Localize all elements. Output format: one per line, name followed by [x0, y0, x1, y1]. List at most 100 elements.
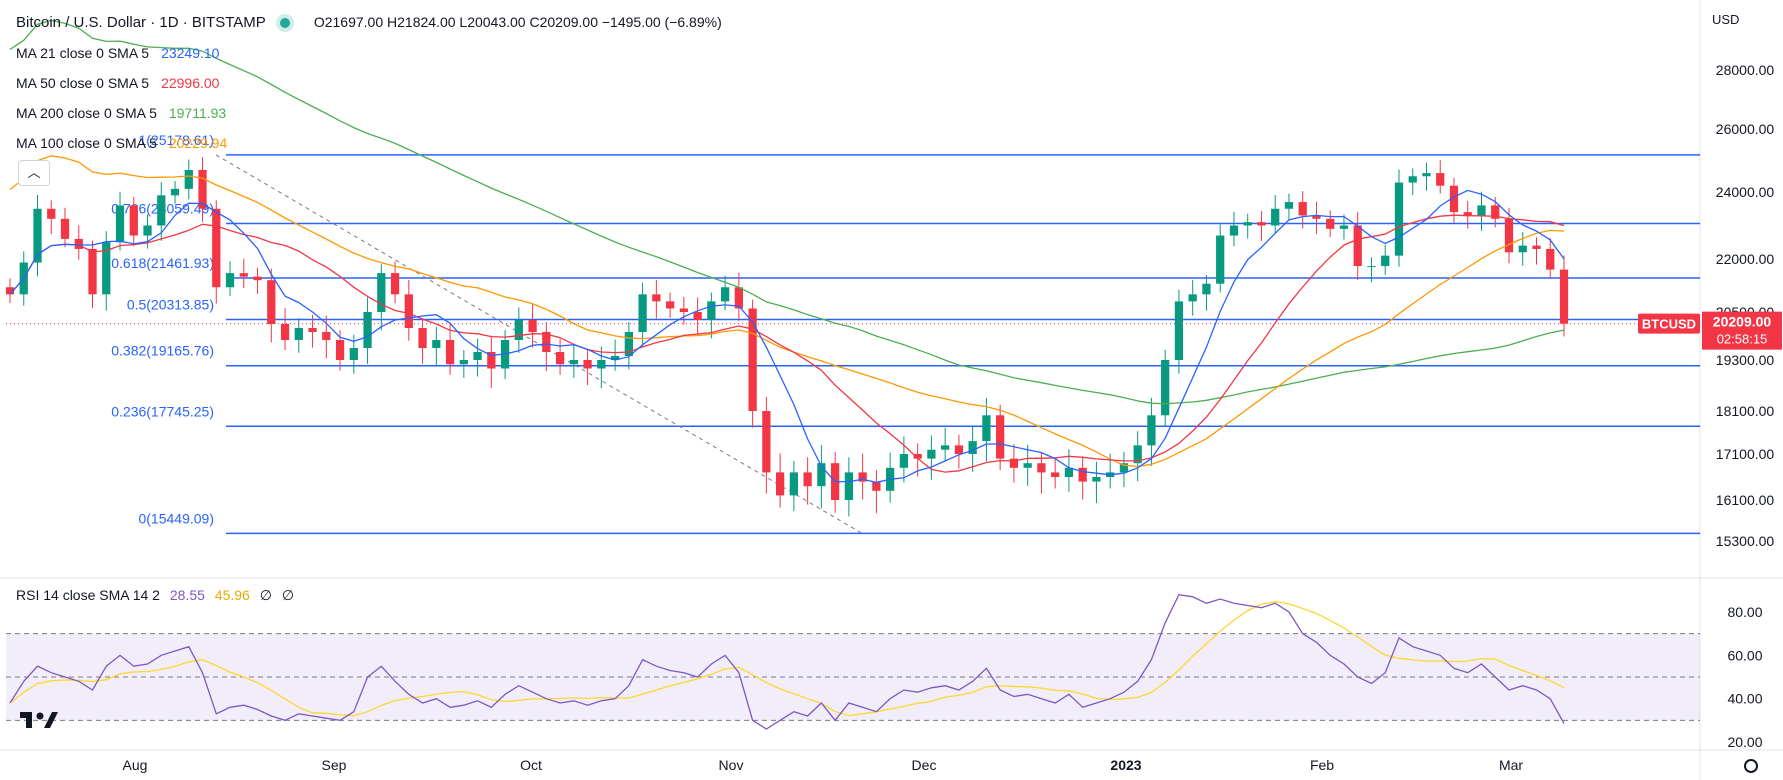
price-badge-countdown: 02:58:15: [1717, 332, 1768, 347]
candle-body: [1326, 218, 1335, 229]
fib-level-label: 0.236(17745.25): [111, 403, 214, 419]
candle-body: [1064, 467, 1074, 477]
candle-body: [1119, 463, 1129, 473]
candle-body: [459, 360, 468, 365]
price-tick-label: 17100.00: [1716, 446, 1775, 462]
candle-body: [335, 340, 345, 360]
candle-body: [1174, 301, 1184, 360]
candle-body: [679, 308, 688, 312]
candle-body: [720, 287, 730, 302]
candle-body: [954, 445, 964, 454]
ma21-legend[interactable]: MA 21 close 0 SMA 5 23249.10: [16, 45, 219, 61]
candle-body: [267, 280, 276, 324]
candle-body: [1284, 202, 1294, 209]
ma100-value: 20229.94: [168, 135, 228, 151]
candle-body: [294, 328, 303, 340]
candle-body: [377, 273, 386, 312]
time-axis-label: 2023: [1110, 757, 1141, 773]
market-open-indicator: [279, 18, 290, 29]
fib-level-label: 0.618(21461.93): [111, 255, 214, 271]
candle-body: [74, 238, 83, 249]
ma100-legend[interactable]: MA 100 close 0 SMA 5 20229.94: [16, 135, 227, 151]
candle-body: [707, 301, 716, 320]
candle-body: [927, 449, 936, 459]
rsi-tick-label: 80.00: [1727, 604, 1762, 620]
candle-body: [803, 472, 812, 487]
candle-body: [473, 352, 482, 360]
candle-body: [1477, 205, 1486, 216]
candle-body: [1367, 266, 1376, 268]
candle-body: [858, 472, 867, 482]
candle-body: [569, 360, 578, 365]
ma21-label: MA 21 close 0 SMA 5: [16, 45, 150, 61]
candle-body: [817, 463, 826, 487]
candle-body: [555, 352, 565, 365]
ma21-line: [9, 189, 1565, 484]
candle-body: [1271, 208, 1280, 226]
candle-body: [1202, 283, 1211, 295]
fib-level-label: 0.382(19165.76): [111, 343, 214, 359]
candle-body: [239, 273, 248, 277]
candle-body: [129, 205, 138, 236]
rsi-legend[interactable]: RSI 14 close SMA 14 2 28.55 45.96 ∅ ∅: [16, 587, 300, 604]
candle-body: [60, 218, 70, 239]
time-axis-label: Oct: [520, 757, 542, 773]
rsi-extra-1: ∅: [259, 587, 272, 603]
time-axis-label: Dec: [912, 757, 937, 773]
rsi-extra-2: ∅: [281, 587, 295, 603]
rsi-line: [9, 593, 1565, 730]
candle-body: [624, 332, 633, 356]
candle-body: [638, 294, 647, 332]
price-badge: [1702, 311, 1782, 350]
rsi-tick-label: 20.00: [1727, 734, 1762, 750]
candle-body: [184, 169, 193, 189]
candle-body: [514, 320, 523, 340]
price-tick-label: 16100.00: [1716, 492, 1775, 508]
time-axis-label: Mar: [1499, 757, 1523, 773]
candle-body: [775, 472, 785, 496]
candle-body: [1394, 182, 1404, 256]
ma200-value: 19711.93: [168, 105, 227, 121]
candle-body: [1422, 173, 1431, 177]
candle-body: [432, 340, 441, 348]
candle-body: [1023, 463, 1032, 468]
candle-body: [1092, 477, 1101, 482]
candle-body: [941, 445, 950, 450]
symbol-badge[interactable]: [1638, 313, 1700, 334]
currency-label[interactable]: USD: [1712, 12, 1740, 27]
candle-body: [404, 294, 413, 328]
candle-body: [899, 454, 909, 468]
candle-body: [872, 481, 881, 491]
price-tick-label: 15300.00: [1716, 533, 1775, 549]
candle-body: [170, 188, 180, 196]
candle-body: [1339, 225, 1349, 229]
symbol-badge-text: BTCUSD: [1642, 317, 1696, 332]
ma50-legend[interactable]: MA 50 close 0 SMA 5 22996.00: [16, 75, 219, 91]
candle-body: [225, 273, 235, 288]
candle-body: [1298, 202, 1307, 216]
settings-gear-icon[interactable]: [1744, 759, 1758, 773]
rsi-sma-line: [9, 601, 1565, 717]
candle-body: [1518, 245, 1527, 253]
candle-body: [280, 324, 290, 340]
candle-body: [1216, 235, 1225, 284]
ma50-label: MA 50 close 0 SMA 5: [16, 75, 150, 91]
candle-body: [1504, 218, 1514, 253]
tradingview-logo: [20, 712, 58, 728]
candle-body: [748, 308, 757, 411]
candle-body: [390, 273, 400, 295]
candle-body: [762, 411, 771, 473]
candle-body: [1491, 205, 1500, 219]
ma50-value: 22996.00: [161, 75, 220, 91]
candle-body: [1161, 360, 1170, 416]
ma200-legend[interactable]: MA 200 close 0 SMA 5 19711.93: [16, 105, 226, 121]
fib-level-label: 1(25178.61): [138, 132, 214, 148]
rsi-tick-label: 40.00: [1727, 691, 1762, 707]
candle-body: [1546, 248, 1555, 270]
symbol-title: Bitcoin / U.S. Dollar · 1D · BITSTAMP O2…: [16, 14, 722, 31]
collapse-legend-button[interactable]: ︿: [18, 160, 50, 186]
candle-body: [996, 415, 1005, 459]
candle-body: [652, 294, 661, 302]
